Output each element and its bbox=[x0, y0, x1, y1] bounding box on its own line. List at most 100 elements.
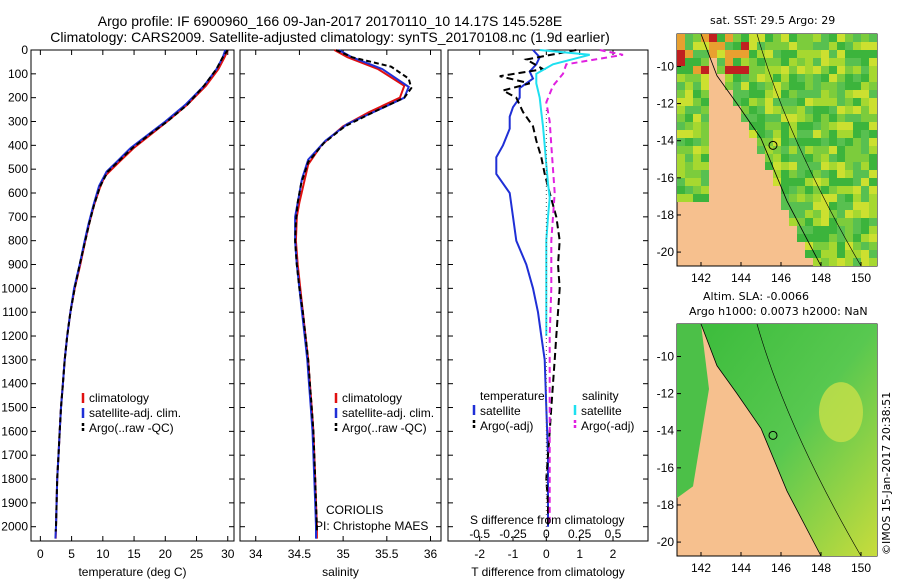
sst-cell bbox=[813, 42, 821, 50]
sst-cell bbox=[805, 226, 813, 234]
map-x-tick-label: 144 bbox=[731, 561, 751, 575]
x-tick-label: 15 bbox=[127, 547, 141, 561]
sst-cell bbox=[861, 106, 869, 114]
sst-cell bbox=[813, 82, 821, 90]
sst-cell bbox=[869, 42, 877, 50]
y-tick-label: 200 bbox=[8, 91, 28, 105]
sst-cell bbox=[845, 66, 853, 74]
x-tick-label: 2 bbox=[610, 547, 617, 561]
sst-cell bbox=[701, 162, 709, 170]
sst-cell bbox=[805, 82, 813, 90]
y-tick-label: 1900 bbox=[1, 496, 28, 510]
sst-cell bbox=[813, 130, 821, 138]
sst-cell bbox=[805, 106, 813, 114]
sst-cell bbox=[861, 210, 869, 218]
sst-cell bbox=[821, 58, 829, 66]
x-tick-label: 34 bbox=[249, 547, 263, 561]
sst-cell bbox=[821, 90, 829, 98]
sst-cell bbox=[765, 122, 773, 130]
sst-cell bbox=[749, 90, 757, 98]
sst-cell bbox=[749, 130, 757, 138]
sst-cell bbox=[733, 90, 741, 98]
sst-cell bbox=[829, 146, 837, 154]
sst-cell bbox=[845, 122, 853, 130]
sst-cell bbox=[677, 186, 685, 194]
argo-position-marker bbox=[768, 140, 778, 150]
sst-cell bbox=[845, 178, 853, 186]
sst-cells bbox=[677, 34, 877, 266]
sst-cell bbox=[853, 242, 861, 250]
sst-cell bbox=[773, 162, 781, 170]
map-x-tick-label: 150 bbox=[851, 561, 871, 575]
sst-cell bbox=[789, 154, 797, 162]
sst-cell bbox=[837, 162, 845, 170]
sst-cell bbox=[869, 242, 877, 250]
sst-cell bbox=[853, 106, 861, 114]
sst-cell bbox=[869, 122, 877, 130]
sst-cell bbox=[781, 138, 789, 146]
legend-label: satellite bbox=[581, 404, 622, 418]
sst-cell bbox=[853, 186, 861, 194]
sst-cell bbox=[837, 170, 845, 178]
sst-cell bbox=[757, 82, 765, 90]
sst-cell bbox=[709, 42, 717, 50]
x-tick-label: 35 bbox=[336, 547, 350, 561]
sst-cell bbox=[781, 170, 789, 178]
sst-cell bbox=[821, 186, 829, 194]
legend-label: Argo(..raw -QC) bbox=[89, 421, 174, 435]
sst-cell bbox=[749, 66, 757, 74]
profile-panel-3: -2 -1 0 1 2 T difference from climatology temp… bbox=[447, 49, 649, 579]
sst-cell bbox=[685, 186, 693, 194]
sst-cell bbox=[845, 218, 853, 226]
sst-cell bbox=[845, 34, 853, 42]
sst-cell bbox=[733, 74, 741, 82]
map-y-tick-label: -14 bbox=[657, 134, 675, 148]
sst-cell bbox=[797, 58, 805, 66]
sst-cell bbox=[821, 82, 829, 90]
sst-cell bbox=[821, 66, 829, 74]
x-tick-label: 30 bbox=[221, 547, 235, 561]
x-tick-label: 35.5 bbox=[375, 547, 399, 561]
sst-cell bbox=[757, 50, 765, 58]
sst-cell bbox=[765, 66, 773, 74]
sst-cell bbox=[789, 138, 797, 146]
sst-cell bbox=[765, 146, 773, 154]
sst-cell bbox=[869, 234, 877, 242]
sst-cell bbox=[869, 194, 877, 202]
legend-label: climatology bbox=[342, 391, 402, 405]
sst-cell bbox=[797, 202, 805, 210]
y-tick-label: 1500 bbox=[1, 401, 28, 415]
y-tick-label: 1600 bbox=[1, 424, 28, 438]
sst-cell bbox=[813, 162, 821, 170]
sst-cell bbox=[813, 154, 821, 162]
sst-cell bbox=[749, 114, 757, 122]
sst-cell bbox=[765, 130, 773, 138]
sst-cell bbox=[789, 162, 797, 170]
sst-cell bbox=[693, 42, 701, 50]
sst-cell bbox=[685, 114, 693, 122]
sst-cell bbox=[789, 202, 797, 210]
sst-cell bbox=[853, 34, 861, 42]
sst-cell bbox=[693, 90, 701, 98]
map-x-tick-label: 142 bbox=[691, 271, 711, 285]
sst-cell bbox=[781, 90, 789, 98]
sst-cell bbox=[773, 66, 781, 74]
sst-cell bbox=[701, 42, 709, 50]
sst-cell bbox=[749, 98, 757, 106]
sst-cell bbox=[677, 58, 685, 66]
profile-panel-2: 34 34.5 35 35.5 36 salinity climatologysatelli… bbox=[239, 49, 442, 579]
sst-cell bbox=[677, 90, 685, 98]
sst-cell bbox=[853, 130, 861, 138]
sst-cell bbox=[853, 162, 861, 170]
sst-cell bbox=[789, 114, 797, 122]
sst-cell bbox=[869, 202, 877, 210]
sst-cell bbox=[829, 122, 837, 130]
sst-cell bbox=[829, 130, 837, 138]
sst-cell bbox=[829, 58, 837, 66]
sst-cell bbox=[813, 258, 821, 266]
sst-cell bbox=[685, 122, 693, 130]
sst-cell bbox=[805, 210, 813, 218]
sst-cell bbox=[797, 50, 805, 58]
sst-cell bbox=[845, 154, 853, 162]
sst-cell bbox=[845, 82, 853, 90]
